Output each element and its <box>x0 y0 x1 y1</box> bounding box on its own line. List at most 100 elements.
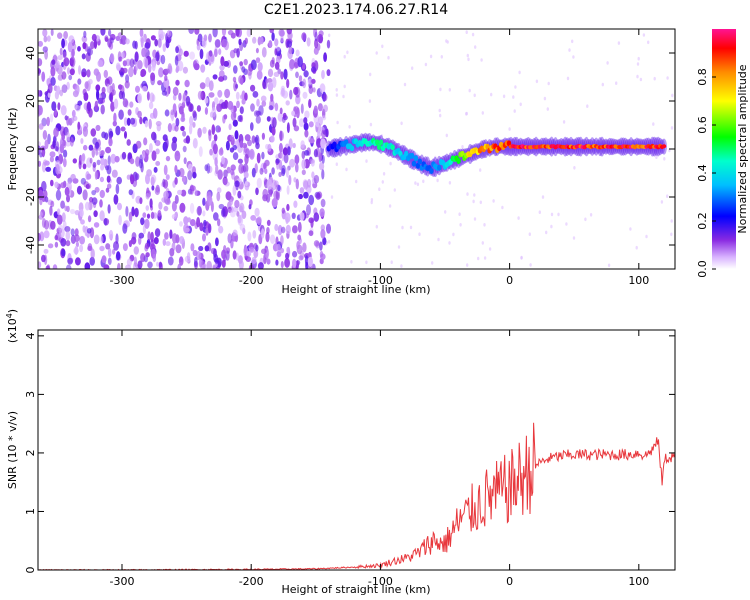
noise-speck <box>480 58 483 62</box>
noise-blob <box>116 251 121 261</box>
noise-blob <box>74 103 78 110</box>
noise-blob <box>314 38 319 49</box>
noise-blob <box>95 141 100 149</box>
noise-speck <box>434 155 437 160</box>
noise-speck <box>400 121 403 126</box>
noise-blob <box>217 89 223 98</box>
snr-y-scale-exponent: 4 <box>5 313 14 318</box>
y-tick-label: 4 <box>24 332 37 339</box>
noise-blob <box>150 211 155 219</box>
noise-speck <box>422 179 425 184</box>
noise-blob <box>304 129 309 138</box>
noise-speck <box>458 212 461 216</box>
noise-blob <box>131 206 135 217</box>
noise-speck <box>436 178 439 183</box>
x-tick-label: -300 <box>110 274 135 287</box>
noise-blob <box>44 196 49 203</box>
noise-blob <box>87 243 93 251</box>
noise-blob <box>291 212 296 219</box>
snr-y-scale-label: (x104) <box>5 309 20 343</box>
noise-blob <box>265 78 269 84</box>
noise-speck <box>375 224 378 229</box>
noise-blob <box>158 67 164 78</box>
noise-blob <box>38 123 44 130</box>
noise-blob <box>105 146 112 154</box>
noise-blob <box>46 264 51 269</box>
noise-blob <box>127 109 132 116</box>
noise-speck <box>467 57 470 62</box>
noise-speck <box>584 217 587 222</box>
noise-speck <box>381 180 384 184</box>
noise-blob <box>236 48 240 58</box>
noise-speck <box>365 159 368 163</box>
noise-blob <box>216 191 221 202</box>
noise-blob <box>273 71 280 77</box>
noise-blob <box>41 147 46 158</box>
noise-blob <box>105 187 110 193</box>
noise-blob <box>86 69 91 78</box>
noise-blob <box>304 110 310 119</box>
noise-blob <box>253 110 260 117</box>
noise-speck <box>473 93 476 98</box>
noise-speck <box>611 151 614 156</box>
noise-blob <box>189 202 195 214</box>
noise-blob <box>267 143 272 152</box>
noise-blob <box>295 260 299 269</box>
noise-blob <box>94 186 100 193</box>
noise-blob <box>318 151 322 163</box>
noise-blob <box>255 47 259 54</box>
noise-blob <box>42 130 48 140</box>
noise-blob <box>246 250 252 257</box>
noise-blob <box>54 181 59 188</box>
noise-blob <box>252 230 257 239</box>
noise-blob <box>281 164 286 175</box>
noise-blob <box>249 246 255 253</box>
noise-blob <box>143 137 148 146</box>
noise-blob <box>255 57 261 63</box>
noise-blob <box>196 43 201 51</box>
noise-blob <box>302 242 307 253</box>
noise-blob <box>71 109 76 118</box>
noise-blob <box>100 150 105 156</box>
noise-blob <box>194 189 198 197</box>
x-tick-label: -300 <box>110 575 135 588</box>
noise-speck <box>653 76 656 81</box>
noise-blob <box>239 106 244 114</box>
noise-blob <box>319 83 326 94</box>
noise-blob <box>154 39 159 47</box>
noise-blob <box>271 197 278 208</box>
x-tick-label: 0 <box>506 575 513 588</box>
noise-speck <box>557 212 560 217</box>
noise-blob <box>308 121 314 128</box>
colorbar-tick-label: 0.8 <box>696 68 709 86</box>
noise-blob <box>49 113 54 123</box>
noise-blob <box>298 193 303 200</box>
noise-blob <box>117 262 121 269</box>
noise-blob <box>157 80 163 86</box>
noise-blob <box>250 59 257 71</box>
noise-blob <box>232 185 237 196</box>
noise-blob <box>122 67 128 74</box>
noise-blob <box>118 214 122 226</box>
noise-blob <box>44 49 48 60</box>
noise-blob <box>111 169 118 178</box>
noise-blob <box>81 71 86 78</box>
noise-blob <box>239 223 246 231</box>
noise-speck <box>572 236 576 240</box>
noise-blob <box>154 228 161 238</box>
noise-speck <box>529 263 532 267</box>
noise-blob <box>224 88 231 99</box>
noise-blob <box>91 197 98 205</box>
noise-speck <box>382 172 386 176</box>
noise-blob <box>230 168 235 176</box>
noise-blob <box>254 136 258 143</box>
noise-blob <box>311 171 315 179</box>
noise-blob <box>119 38 123 45</box>
snr-y-scale-suffix: ) <box>6 309 19 313</box>
noise-blob <box>229 199 233 206</box>
noise-blob <box>112 120 118 127</box>
noise-blob <box>107 155 111 166</box>
noise-blob <box>218 225 224 234</box>
noise-blob <box>250 215 257 221</box>
noise-blob <box>322 237 327 246</box>
